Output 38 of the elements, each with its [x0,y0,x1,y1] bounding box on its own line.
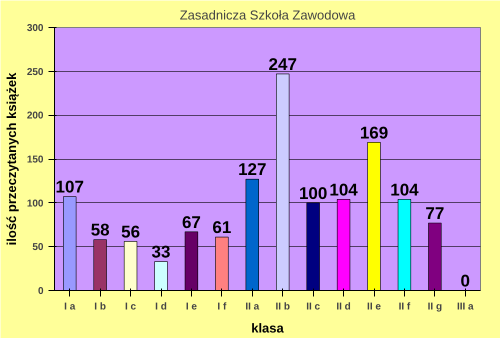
data-label: 77 [425,204,444,223]
y-tick-label: 250 [26,66,44,78]
data-label: 127 [238,160,266,180]
x-tick-label: II f [398,302,411,312]
data-label: 104 [329,180,358,200]
y-tick-label: 150 [26,154,44,166]
y-tick-label: 50 [32,242,44,254]
x-tick-label: I d [155,302,167,312]
x-tick-label: I f [217,302,227,312]
data-label: 107 [56,178,84,197]
x-tick-label: I b [94,302,106,312]
y-tick-label: 300 [26,23,44,34]
y-tick-label: 200 [26,110,44,122]
x-tick-label: II e [367,302,382,312]
data-label: 169 [360,123,388,142]
data-label: 100 [298,184,328,203]
chart-title: Zasadnicza Szkoła Zawodowa [180,8,356,22]
x-tick-label: I c [125,302,137,312]
data-label: 0 [460,272,470,290]
x-axis-title: klasa [251,320,285,336]
y-axis-title: ilość przeczytanych książek [4,72,19,246]
data-label: 33 [152,242,170,262]
data-label: 247 [268,54,297,74]
data-label: 67 [182,212,201,232]
x-tick-label: I a [64,302,76,312]
x-tick-label: II g [428,302,442,312]
data-label: 56 [121,222,140,242]
data-label: 58 [90,220,110,240]
y-tick-label: 0 [38,286,44,297]
x-tick-label: III a [456,302,474,312]
data-label: 61 [212,218,232,238]
y-tick-label: 100 [26,198,44,210]
x-tick-label: II d [336,302,351,312]
data-label: 104 [390,180,420,200]
x-tick-label: I e [186,302,198,312]
x-tick-label: II c [306,302,321,312]
x-tick-label: II a [245,302,260,312]
x-tick-label: II b [275,302,290,312]
